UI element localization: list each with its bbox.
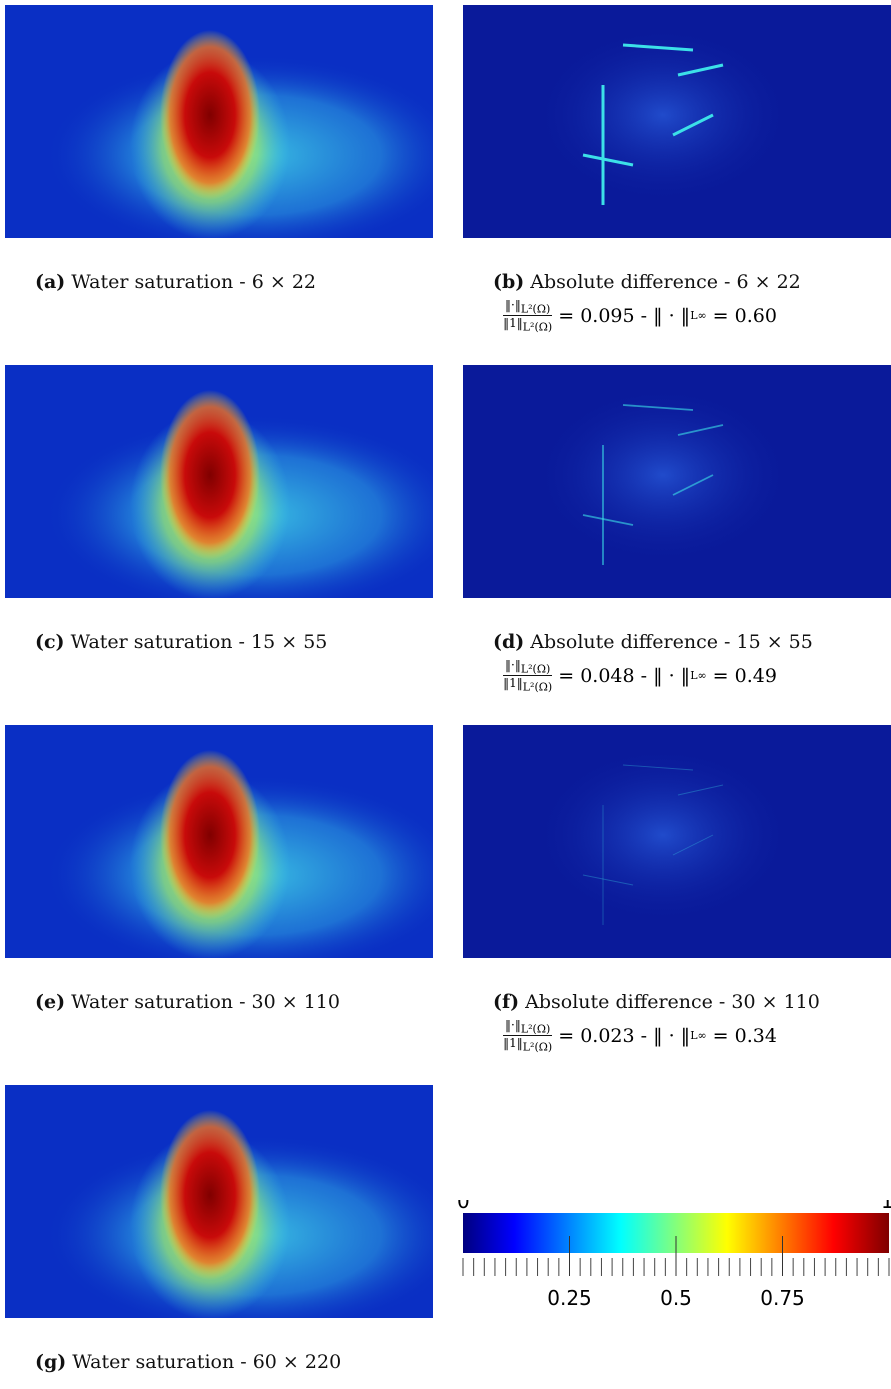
norm-sub: L²(Ω) — [520, 662, 551, 676]
norm: ‖1‖ — [503, 1036, 523, 1051]
norm: ‖1‖ — [503, 676, 523, 691]
streak — [582, 153, 634, 167]
plume-core — [160, 1110, 260, 1280]
caption-text: Water saturation - 15 × 55 — [70, 631, 328, 653]
caption: (a) Water saturation - 6 × 22 — [35, 271, 316, 293]
caption-text: Water saturation - 6 × 22 — [71, 271, 317, 293]
streak — [622, 43, 694, 52]
l2-value: = 0.023 - — [558, 1024, 648, 1047]
heatmap-image — [463, 365, 891, 598]
heatmap-image — [5, 365, 433, 598]
caption-label: (f) — [493, 991, 520, 1013]
caption: (g) Water saturation - 60 × 220 — [35, 1351, 341, 1373]
streak — [677, 424, 724, 436]
caption: (b) Absolute difference - 6 × 22 — [493, 271, 801, 293]
linf-norm: ‖ · ‖ — [653, 1024, 691, 1047]
norm-sub: L²(Ω) — [522, 1040, 553, 1054]
linf-value: = 0.60 — [712, 304, 777, 327]
heatmap-image — [5, 1085, 433, 1318]
colorbar-min: 0 — [457, 1200, 470, 1213]
norm-sub: L²(Ω) — [522, 680, 553, 694]
plume-core — [160, 750, 260, 920]
streak — [622, 404, 694, 411]
streak — [672, 474, 714, 496]
tick-label: 0.25 — [547, 1286, 592, 1310]
denominator: ‖1‖L²(Ω) — [503, 1036, 552, 1053]
streak — [582, 514, 634, 526]
linf-sub: L∞ — [690, 309, 707, 323]
l2-value: = 0.095 - — [558, 304, 648, 327]
l2-value: = 0.048 - — [558, 664, 648, 687]
norm-sub: L²(Ω) — [522, 320, 553, 334]
plume-core — [160, 30, 260, 200]
caption-label: (e) — [35, 991, 66, 1013]
caption-text: Absolute difference - 15 × 55 — [530, 631, 813, 653]
norm: ‖·‖ — [505, 658, 521, 672]
caption-label: (d) — [493, 631, 525, 653]
caption-text: Absolute difference - 30 × 110 — [525, 991, 820, 1013]
caption-text: Absolute difference - 6 × 22 — [530, 271, 801, 293]
difference-region — [533, 25, 793, 205]
linf-sub: L∞ — [690, 1029, 707, 1043]
fraction: ‖·‖L²(Ω) ‖1‖L²(Ω) — [503, 1018, 553, 1054]
caption-label: (a) — [35, 271, 66, 293]
caption-text: Water saturation - 30 × 110 — [71, 991, 340, 1013]
caption-text: Water saturation - 60 × 220 — [72, 1351, 342, 1373]
metric: ‖·‖L²(Ω) ‖1‖L²(Ω) = 0.095 - ‖ · ‖ L∞ = 0.60 — [503, 298, 777, 334]
numerator: ‖·‖L²(Ω) — [503, 658, 553, 677]
streak — [582, 874, 634, 886]
linf-value: = 0.49 — [712, 664, 777, 687]
linf-norm: ‖ · ‖ — [653, 664, 691, 687]
colorbar: 0 1 0.25 0.5 0.75 — [457, 1200, 891, 1310]
heatmap-image — [463, 725, 891, 958]
caption: (e) Water saturation - 30 × 110 — [35, 991, 340, 1013]
linf-value: = 0.34 — [712, 1024, 777, 1047]
difference-region — [533, 385, 793, 565]
norm-sub: L²(Ω) — [520, 1022, 551, 1036]
denominator: ‖1‖L²(Ω) — [503, 676, 552, 693]
norm: ‖·‖ — [505, 1018, 521, 1032]
caption-label: (g) — [35, 1351, 67, 1373]
linf-sub: L∞ — [690, 669, 707, 683]
streak — [672, 113, 714, 137]
streak — [672, 834, 714, 856]
norm: ‖1‖ — [503, 316, 523, 331]
caption-label: (b) — [493, 271, 525, 293]
metric: ‖·‖L²(Ω) ‖1‖L²(Ω) = 0.048 - ‖ · ‖ L∞ = 0.49 — [503, 658, 777, 694]
caption: (f) Absolute difference - 30 × 110 — [493, 991, 820, 1013]
caption-label: (c) — [35, 631, 65, 653]
heatmap-image — [5, 725, 433, 958]
tick-label: 0.5 — [660, 1286, 692, 1310]
plume-core — [160, 390, 260, 560]
streak — [677, 784, 724, 796]
colorbar-max: 1 — [881, 1200, 891, 1213]
numerator: ‖·‖L²(Ω) — [503, 1018, 553, 1037]
tick-label: 0.75 — [760, 1286, 805, 1310]
denominator: ‖1‖L²(Ω) — [503, 316, 552, 333]
norm-sub: L²(Ω) — [520, 302, 551, 316]
heatmap-image — [463, 5, 891, 238]
heatmap-image — [5, 5, 433, 238]
fraction: ‖·‖L²(Ω) ‖1‖L²(Ω) — [503, 298, 553, 334]
norm: ‖·‖ — [505, 298, 521, 312]
linf-norm: ‖ · ‖ — [653, 304, 691, 327]
streak — [622, 764, 694, 771]
fraction: ‖·‖L²(Ω) ‖1‖L²(Ω) — [503, 658, 553, 694]
metric: ‖·‖L²(Ω) ‖1‖L²(Ω) = 0.023 - ‖ · ‖ L∞ = 0.34 — [503, 1018, 777, 1054]
caption: (d) Absolute difference - 15 × 55 — [493, 631, 813, 653]
numerator: ‖·‖L²(Ω) — [503, 298, 553, 317]
streak — [677, 63, 724, 77]
difference-region — [533, 745, 793, 925]
caption: (c) Water saturation - 15 × 55 — [35, 631, 327, 653]
